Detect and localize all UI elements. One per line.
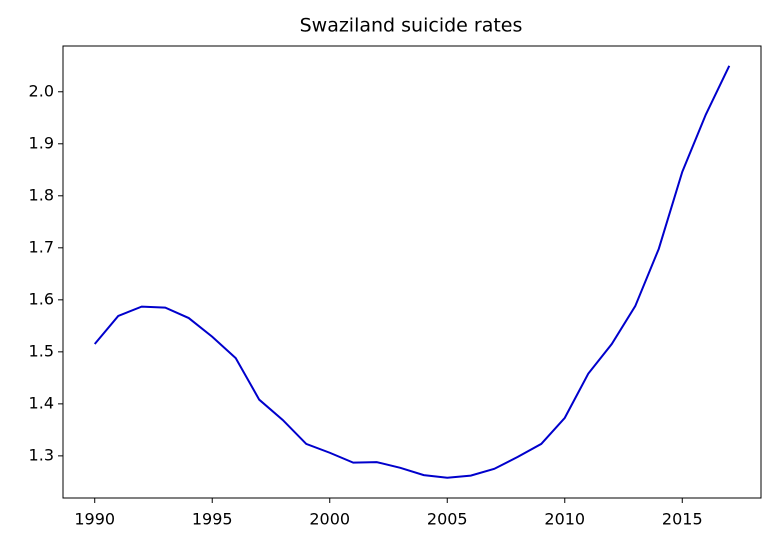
y-tick-label: 2.0 [29, 81, 54, 100]
y-tick-label: 1.5 [29, 341, 54, 360]
y-tick-label: 1.8 [29, 185, 54, 204]
x-tick-label: 1990 [74, 510, 115, 529]
line [93, 65, 731, 479]
y-tick-label: 1.7 [29, 237, 54, 256]
x-tick-label: 2005 [427, 510, 468, 529]
x-tick-label: 2000 [309, 510, 350, 529]
x-tick-label: 2015 [662, 510, 703, 529]
y-tick-label: 1.4 [29, 393, 54, 412]
y-tick-label: 1.3 [29, 445, 54, 464]
chart-title: Swaziland suicide rates [300, 15, 523, 37]
x-tick-label: 1995 [192, 510, 233, 529]
x-tick-label: 2010 [544, 510, 585, 529]
y-tick-label: 1.9 [29, 133, 54, 152]
y-tick-label: 1.6 [29, 289, 54, 308]
axes-frame [62, 45, 762, 499]
